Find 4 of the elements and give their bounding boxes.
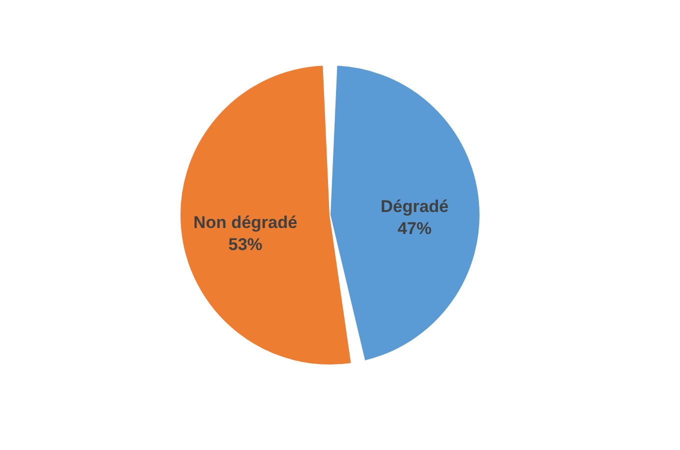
slice-label: Non dégradé (193, 213, 298, 232)
slice-label: Dégradé (380, 197, 449, 216)
data-label: 47% (398, 219, 432, 238)
data-label: 53% (228, 235, 262, 254)
